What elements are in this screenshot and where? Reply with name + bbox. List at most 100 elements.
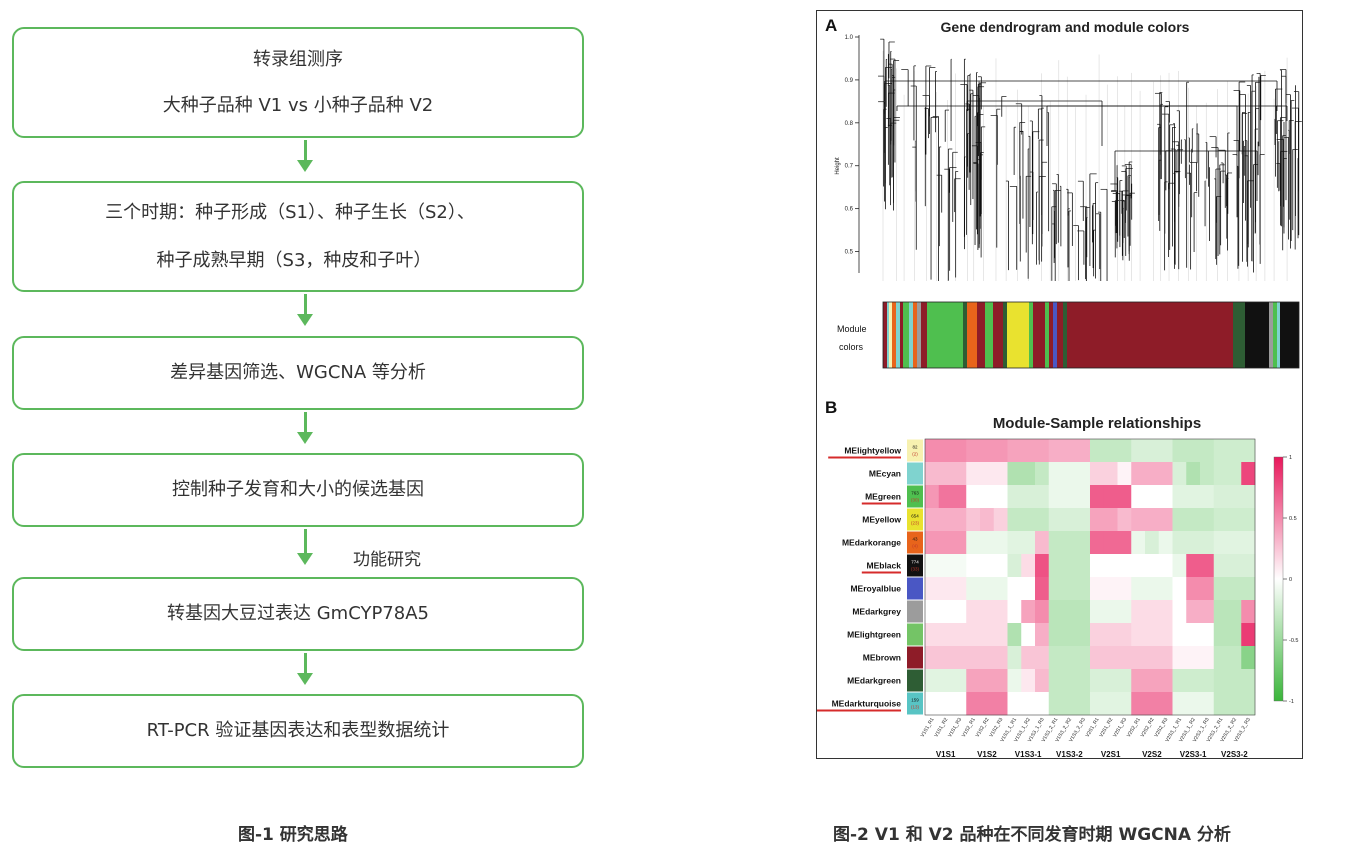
heatmap-cell xyxy=(1241,600,1256,624)
heatmap-cell xyxy=(1021,600,1036,624)
module-color-segment xyxy=(927,302,963,368)
heatmap-cell xyxy=(980,439,995,463)
module-color-segment xyxy=(967,302,977,368)
heatmap-cell xyxy=(1035,531,1050,555)
heatmap-cell xyxy=(925,485,940,509)
module-label: MEblack xyxy=(867,561,902,571)
module-swatch xyxy=(907,669,923,692)
heatmap-cell xyxy=(1007,600,1022,624)
module-count: 774 xyxy=(911,560,919,565)
flow-text: 三个时期：种子形成（S1）、种子生长（S2）、 xyxy=(105,201,475,223)
module-label: MEbrown xyxy=(863,653,901,663)
heatmap-cell xyxy=(1035,462,1050,486)
heatmap-cell xyxy=(1200,485,1215,509)
heatmap-cell xyxy=(1172,669,1187,693)
module-color-segment xyxy=(892,302,896,368)
module-label: MEdarkturquoise xyxy=(832,699,902,709)
heatmap-cell xyxy=(966,623,981,647)
module-color-segment xyxy=(1033,302,1045,368)
heatmap-cell xyxy=(1021,531,1036,555)
y-tick-label: 0.7 xyxy=(845,164,854,170)
heatmap-cell xyxy=(1048,577,1063,601)
module-swatch xyxy=(907,508,923,531)
heatmap-cell xyxy=(1090,600,1105,624)
heatmap-cell xyxy=(966,485,981,509)
module-color-segment xyxy=(1277,302,1280,368)
heatmap-cell xyxy=(1186,531,1201,555)
color-bar-frame xyxy=(882,301,1300,369)
module-color-segment xyxy=(985,302,993,368)
heatmap-frame xyxy=(924,438,1256,716)
module-label: MEdarkgreen xyxy=(847,676,901,686)
heatmap-cell xyxy=(1035,439,1050,463)
module-color-segment xyxy=(963,302,967,368)
module-count: 763 xyxy=(911,491,919,496)
module-color-segment xyxy=(1053,302,1057,368)
heatmap-cell xyxy=(1158,439,1173,463)
module-color-segment xyxy=(896,302,900,368)
heatmap-cell xyxy=(1007,554,1022,578)
y-tick-label: 0.5 xyxy=(845,250,854,256)
heatmap-cell xyxy=(1172,692,1187,716)
heatmap-cell xyxy=(1145,577,1160,601)
heatmap-cell xyxy=(1007,485,1022,509)
heatmap-cell xyxy=(1145,692,1160,716)
module-swatch xyxy=(907,531,923,554)
heatmap-cell xyxy=(1186,600,1201,624)
heatmap-cell xyxy=(1145,554,1160,578)
heatmap-cell xyxy=(980,600,995,624)
heatmap-cell xyxy=(1241,531,1256,555)
heatmap-cell xyxy=(1131,485,1146,509)
module-count: (2) xyxy=(912,452,918,457)
heatmap-cell xyxy=(966,692,981,716)
heatmap-cell xyxy=(1131,531,1146,555)
heatmap-cell xyxy=(1131,554,1146,578)
heatmap-cell xyxy=(1227,531,1242,555)
panel-a-label: A xyxy=(825,16,837,35)
module-swatch xyxy=(907,623,923,646)
heatmap-cell xyxy=(1117,508,1132,532)
module-count: 654 xyxy=(911,514,919,519)
flow-box-transcriptome: 转录组测序 大种子品种 V1 vs 小种子品种 V2 xyxy=(12,27,584,138)
heatmap-cell xyxy=(1076,623,1091,647)
heatmap-cell xyxy=(1021,439,1036,463)
module-swatch xyxy=(907,485,923,508)
group-label: V2S2 xyxy=(1142,750,1162,759)
heatmap-cell xyxy=(1213,485,1228,509)
heatmap-cell xyxy=(1145,485,1160,509)
module-swatch xyxy=(907,577,923,600)
heatmap-cell xyxy=(938,439,953,463)
heatmap-cell xyxy=(952,462,967,486)
heatmap-cell xyxy=(1048,462,1063,486)
heatmap-cell xyxy=(1158,600,1173,624)
flow-box-candidates: 控制种子发育和大小的候选基因 xyxy=(12,453,584,527)
module-swatch xyxy=(907,554,923,577)
heatmap-cell xyxy=(1062,646,1077,670)
heatmap-cell xyxy=(1117,485,1132,509)
heatmap-cell xyxy=(1076,669,1091,693)
heatmap-cell xyxy=(1227,462,1242,486)
heatmap-cell xyxy=(1021,577,1036,601)
heatmap-cell xyxy=(1103,508,1118,532)
heatmap-cell xyxy=(1048,600,1063,624)
heatmap-cell xyxy=(1090,531,1105,555)
heatmap-cell xyxy=(966,531,981,555)
module-color-segment xyxy=(1057,302,1063,368)
heatmap-cell xyxy=(1117,462,1132,486)
module-color-segment xyxy=(883,302,887,368)
heatmap-cell xyxy=(925,508,940,532)
heatmap-cell xyxy=(1062,623,1077,647)
module-color-segment xyxy=(1280,302,1299,368)
scale-tick-label: 1 xyxy=(1289,455,1292,461)
heatmap-cell xyxy=(1103,623,1118,647)
heatmap-cell xyxy=(1186,623,1201,647)
heatmap-cell xyxy=(1076,508,1091,532)
heatmap-cell xyxy=(1241,554,1256,578)
heatmap-cell xyxy=(993,623,1008,647)
heatmap-cell xyxy=(1090,623,1105,647)
heatmap-cell xyxy=(1200,600,1215,624)
heatmap-cell xyxy=(925,577,940,601)
heatmap-cell xyxy=(1090,485,1105,509)
group-labels: V1S1 V1S2 V1S3-1 V1S3-2 V2S1 V2S2 V2S3-1 V2S3-2 xyxy=(936,750,1248,759)
heatmap-cell xyxy=(1021,623,1036,647)
